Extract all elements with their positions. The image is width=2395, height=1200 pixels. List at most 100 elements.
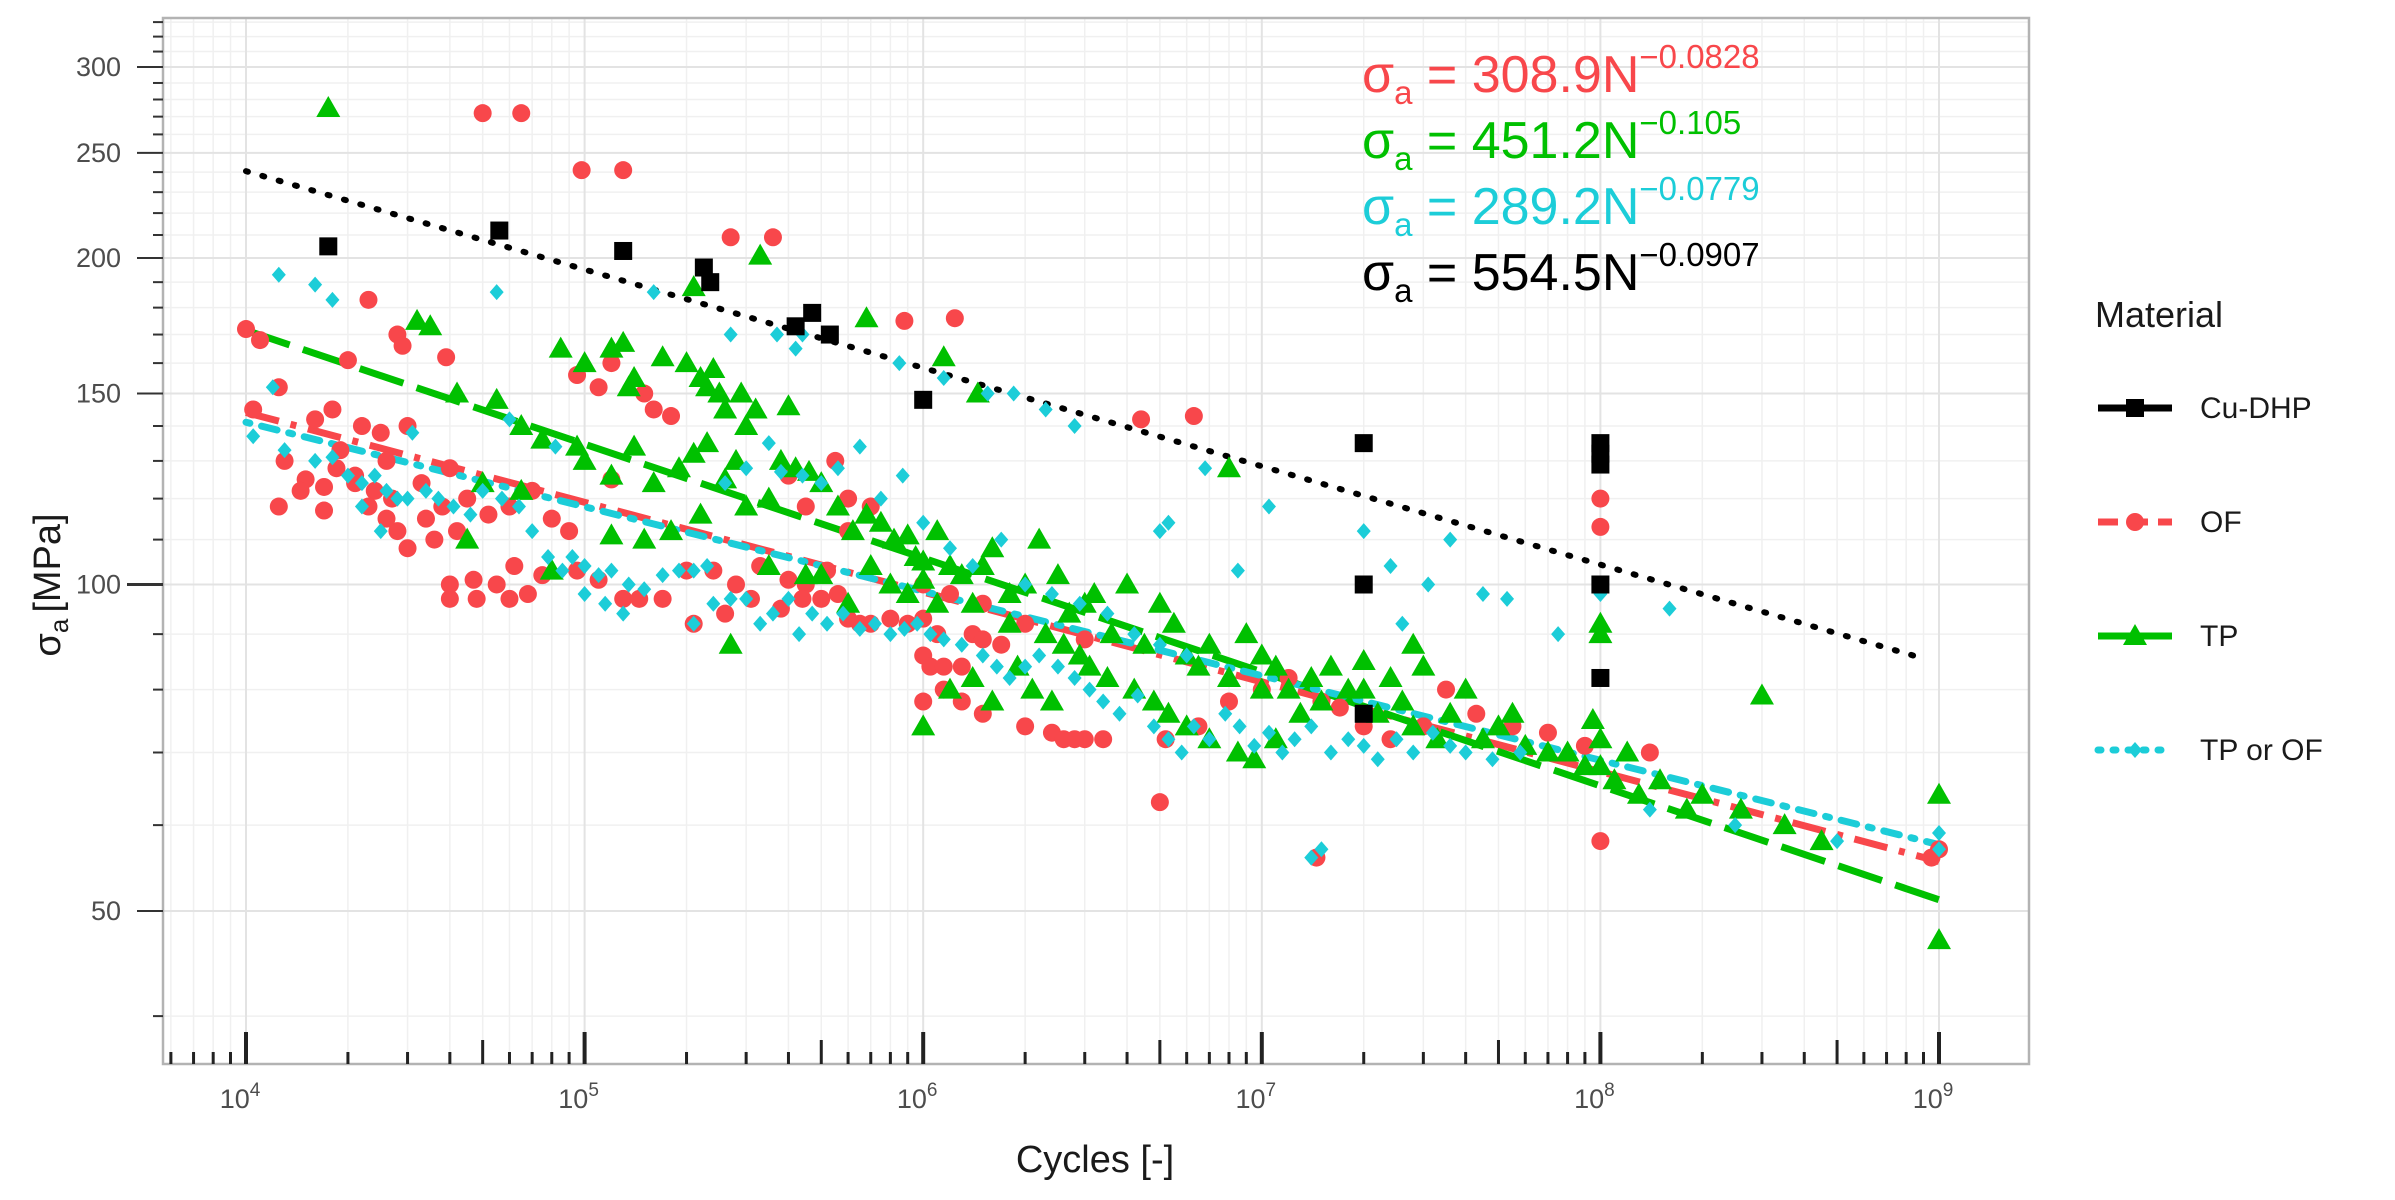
data-point-tp bbox=[1486, 714, 1511, 736]
data-point-of bbox=[793, 589, 812, 608]
data-point-of bbox=[275, 451, 294, 470]
data-point-tp_or_of bbox=[883, 626, 898, 643]
data-point-tp_or_of bbox=[723, 590, 738, 607]
y-axis-title-unit: [MPa] bbox=[27, 513, 69, 612]
x-axis-title: Cycles [-] bbox=[1016, 1139, 1174, 1181]
x-tick-label: 104 bbox=[220, 1080, 261, 1114]
data-point-tp_or_of bbox=[1830, 833, 1845, 850]
data-point-tp_or_of bbox=[723, 326, 738, 343]
data-point-tp_or_of bbox=[836, 605, 851, 622]
data-point-tp bbox=[980, 536, 1005, 558]
data-point-tp_or_of bbox=[1383, 558, 1398, 575]
data-point-tp bbox=[825, 494, 850, 516]
data-point-tp bbox=[688, 502, 713, 524]
data-point-tp bbox=[1141, 689, 1166, 711]
data-point-tp_or_of bbox=[1232, 718, 1247, 735]
data-point-tp bbox=[1020, 677, 1045, 699]
y-axis: 50 100 150 200 250 300 bbox=[76, 21, 163, 1018]
data-point-tp bbox=[1225, 740, 1250, 762]
data-point-of bbox=[662, 407, 681, 426]
data-point-tp bbox=[1263, 654, 1288, 676]
data-point-tp_or_of bbox=[1067, 669, 1082, 686]
data-point-tp bbox=[1132, 632, 1157, 654]
data-point-tp bbox=[548, 336, 573, 358]
data-point-tp_or_of bbox=[325, 449, 340, 466]
data-point-of bbox=[1016, 614, 1035, 633]
data-point-of bbox=[352, 417, 371, 436]
data-point-tp bbox=[911, 549, 936, 571]
data-point-tp_or_of bbox=[1304, 718, 1319, 735]
data-point-tp_or_of bbox=[1032, 647, 1047, 664]
data-point-of bbox=[1538, 723, 1557, 742]
data-point-tp_or_of bbox=[805, 605, 820, 622]
fit-line-cu_dhp bbox=[243, 168, 1927, 662]
data-point-tp bbox=[743, 397, 768, 419]
data-point-tp bbox=[1500, 701, 1525, 723]
data-point-tp bbox=[938, 677, 963, 699]
data-point-tp bbox=[1082, 582, 1107, 604]
data-point-of bbox=[425, 530, 444, 549]
data-point-tp bbox=[854, 306, 879, 328]
data-point-tp_or_of bbox=[621, 576, 636, 593]
data-point-cu_dhp bbox=[1354, 704, 1373, 723]
legend-item-of: OF bbox=[2098, 506, 2242, 539]
legend-label-of: OF bbox=[2200, 506, 2242, 539]
data-point-tp_or_of bbox=[1152, 523, 1167, 540]
data-point-tp_or_of bbox=[795, 467, 810, 484]
data-point-tp_or_of bbox=[814, 475, 829, 492]
data-point-tp_or_of bbox=[765, 605, 780, 622]
data-point-tp bbox=[1615, 740, 1640, 762]
y-tick-label: 50 bbox=[91, 896, 121, 926]
data-point-tp_or_of bbox=[1287, 731, 1302, 748]
data-point-tp bbox=[1242, 747, 1267, 769]
data-point-tp_or_of bbox=[1421, 576, 1436, 593]
data-point-tp bbox=[1156, 701, 1181, 723]
data-point-tp bbox=[622, 434, 647, 456]
data-point-tp_or_of bbox=[1443, 531, 1458, 548]
data-point-tp bbox=[1067, 643, 1092, 665]
data-point-tp bbox=[572, 448, 597, 470]
data-point-tp bbox=[1674, 797, 1699, 819]
legend-label-cu_dhp: Cu-DHP bbox=[2200, 392, 2312, 425]
data-point-tp_or_of bbox=[577, 558, 592, 575]
data-point-tp bbox=[949, 563, 974, 585]
data-point-of bbox=[1016, 717, 1035, 736]
data-point-cu_dhp bbox=[319, 237, 338, 256]
data-point-tp bbox=[1927, 782, 1951, 804]
minor-grid bbox=[163, 18, 2029, 1064]
data-point-tp_or_of bbox=[1146, 718, 1161, 735]
legend-label-tp: TP bbox=[2200, 620, 2238, 653]
data-point-tp bbox=[659, 519, 684, 541]
data-point-tp_or_of bbox=[1247, 737, 1262, 754]
data-point-tp bbox=[1690, 782, 1715, 804]
data-point-of bbox=[416, 509, 435, 528]
data-point-tp bbox=[681, 441, 706, 463]
data-point-of bbox=[542, 509, 561, 528]
data-point-tp bbox=[938, 554, 963, 576]
data-point-of bbox=[393, 336, 412, 355]
data-point-tp bbox=[695, 375, 720, 397]
data-point-tp bbox=[1602, 768, 1627, 790]
x-tick-label: 107 bbox=[1235, 1080, 1276, 1114]
data-point-of bbox=[1591, 489, 1610, 508]
data-point-of bbox=[635, 384, 654, 403]
data-point-of bbox=[1075, 630, 1094, 649]
data-point-tp bbox=[809, 563, 834, 585]
data-point-tp bbox=[1772, 813, 1797, 835]
data-point-tp bbox=[1626, 782, 1651, 804]
data-point-tp_or_of bbox=[1067, 418, 1082, 435]
data-point-of bbox=[487, 575, 506, 594]
legend-marker-tp_or_of bbox=[2128, 742, 2142, 758]
data-point-tp_or_of bbox=[1152, 636, 1167, 653]
data-point-tp_or_of bbox=[1932, 825, 1946, 842]
data-point-cu_dhp bbox=[1591, 455, 1610, 474]
data-point-tp bbox=[718, 632, 743, 654]
data-point-cu_dhp bbox=[694, 258, 713, 277]
data-point-of bbox=[945, 309, 964, 328]
data-point-tp bbox=[1033, 622, 1058, 644]
major-grid bbox=[163, 18, 2029, 1064]
data-point-tp_or_of bbox=[936, 631, 951, 648]
data-point-tp_or_of bbox=[1323, 744, 1338, 761]
data-point-tp_or_of bbox=[604, 562, 619, 579]
